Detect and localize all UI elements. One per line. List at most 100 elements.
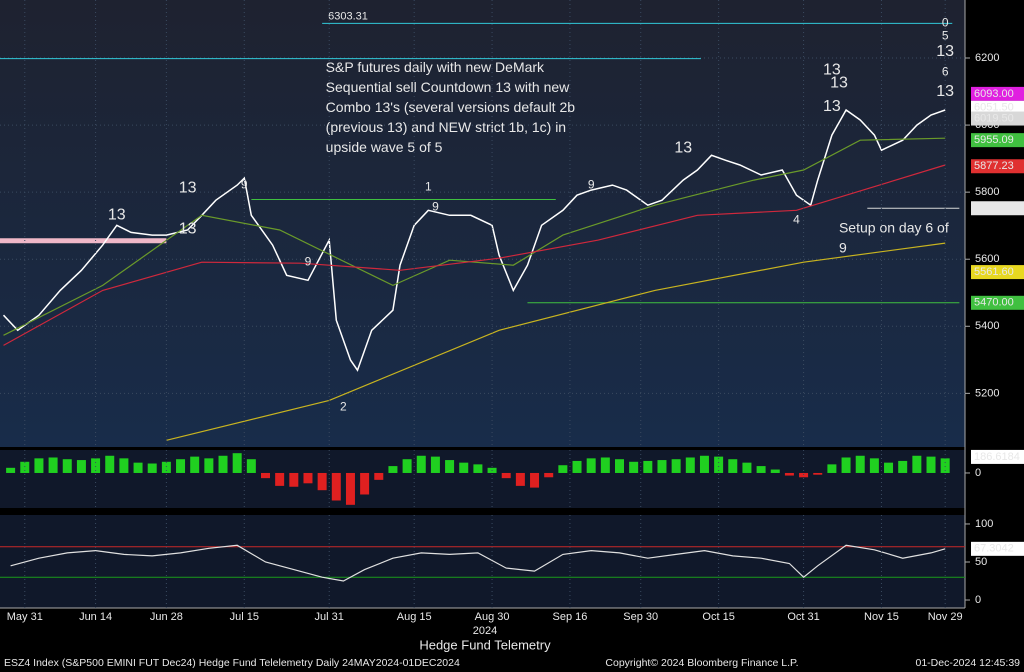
histogram-bar <box>530 472 540 488</box>
y-tick-label: 100 <box>975 518 993 530</box>
x-tick-label: Nov 15 <box>864 611 899 623</box>
histogram-bar <box>190 456 200 473</box>
price-label-box <box>971 295 1024 310</box>
y-tick-label: 50 <box>975 556 987 568</box>
footer-left: ESZ4 Index (S&P500 EMINI FUT Dec24) Hedg… <box>4 657 460 669</box>
series-line <box>3 164 946 346</box>
footer-right: 01-Dec-2024 12:45:39 <box>916 657 1021 669</box>
histogram-bar <box>360 472 370 495</box>
histogram-bar <box>614 459 624 473</box>
histogram-bar <box>629 461 639 473</box>
x-year: 2024 <box>473 625 497 637</box>
demark-count: 5 <box>942 28 949 42</box>
annotation: Combo 13's (several versions default 2b <box>326 99 576 115</box>
histogram-bar <box>912 455 922 473</box>
x-tick-label: May 31 <box>7 611 43 623</box>
price-label: 6051.50 <box>974 102 1014 114</box>
x-tick-label: Sep 16 <box>553 611 588 623</box>
histogram-bar <box>20 461 30 473</box>
demark-count: 13 <box>179 220 197 237</box>
histogram-bar <box>813 472 823 475</box>
series-line <box>10 544 946 582</box>
histogram-bar <box>133 462 143 473</box>
histogram-bar <box>515 472 525 486</box>
y-tick-label: 5800 <box>975 186 999 198</box>
histogram-bar <box>91 458 101 473</box>
histogram-bar <box>6 467 16 473</box>
annotation: 9 <box>839 240 847 256</box>
demark-count: 9 <box>432 199 439 213</box>
histogram-bar <box>275 472 285 486</box>
annotation: (previous 13) and NEW strict 1b, 1c) in <box>326 119 566 135</box>
histogram-bar <box>459 462 469 473</box>
histogram-bar <box>260 472 270 479</box>
price-label-box <box>971 111 1024 126</box>
value-label: 67.3042 <box>974 543 1014 555</box>
demark-count: 13 <box>823 61 841 78</box>
value-label: 186.6184 <box>974 451 1020 463</box>
histogram-bar <box>784 472 794 476</box>
demark-count: 9 <box>588 177 595 191</box>
x-tick-label: Nov 29 <box>928 611 963 623</box>
value-label-box <box>971 541 1024 556</box>
demark-count: 6 <box>942 64 949 78</box>
histogram-bar <box>48 457 58 473</box>
demark-count: 9 <box>305 254 312 268</box>
histogram-bar <box>558 465 568 473</box>
demark-count: 1 <box>425 179 432 193</box>
x-tick-label: Oct 15 <box>702 611 734 623</box>
price-label-box <box>971 86 1024 101</box>
histogram-bar <box>799 472 809 478</box>
price-label-box <box>971 159 1024 174</box>
histogram-bar <box>388 466 398 473</box>
histogram-bar <box>869 458 879 473</box>
price-label-box <box>971 201 1024 216</box>
histogram-bar <box>416 455 426 473</box>
histogram-bar <box>544 472 554 478</box>
histogram-bar <box>246 459 256 473</box>
histogram-bar <box>374 472 384 480</box>
demark-count: 13 <box>108 207 126 224</box>
y-tick-label: 5200 <box>975 387 999 399</box>
price-label-box <box>971 133 1024 148</box>
demark-count: 13 <box>674 139 692 156</box>
series-line <box>2 108 946 372</box>
histogram-bar <box>204 458 214 473</box>
histogram-bar <box>232 453 242 473</box>
demark-count: 2 <box>340 400 347 414</box>
histogram-bar <box>176 459 186 473</box>
y-tick-label: 6200 <box>975 52 999 64</box>
histogram-bar <box>430 456 440 473</box>
demark-count: 0 <box>942 16 949 30</box>
histogram-bar <box>714 456 724 473</box>
price-label: 6019.50 <box>974 112 1014 124</box>
histogram-bar <box>161 461 171 473</box>
price-label: 5561.60 <box>974 266 1014 278</box>
histogram-bar <box>827 464 837 473</box>
histogram-bar <box>643 460 653 473</box>
histogram-bar <box>289 472 299 487</box>
price-label: 6093.00 <box>974 88 1014 100</box>
histogram-bar <box>699 455 709 473</box>
histogram-bar <box>586 458 596 473</box>
x-tick-label: Aug 15 <box>397 611 432 623</box>
price-label: 5752.00 <box>974 202 1014 214</box>
x-tick-label: Oct 31 <box>787 611 819 623</box>
x-tick-label: Sep 30 <box>623 611 658 623</box>
histogram-bar <box>62 459 72 473</box>
x-tick-label: Jun 28 <box>150 611 183 623</box>
value-label-box <box>971 449 1024 464</box>
level-label: 6303.31 <box>328 10 368 22</box>
histogram-bar <box>756 466 766 473</box>
y-tick-label: 5600 <box>975 253 999 265</box>
demark-count: 13 <box>830 74 848 91</box>
histogram-bar <box>841 457 851 473</box>
histogram-bar <box>147 463 157 473</box>
x-tick-label: Aug 30 <box>475 611 510 623</box>
histogram-panel <box>0 450 965 508</box>
histogram-bar <box>501 472 511 479</box>
series-line <box>166 242 946 441</box>
price-label: 5877.23 <box>974 160 1014 172</box>
histogram-bar <box>728 459 738 473</box>
